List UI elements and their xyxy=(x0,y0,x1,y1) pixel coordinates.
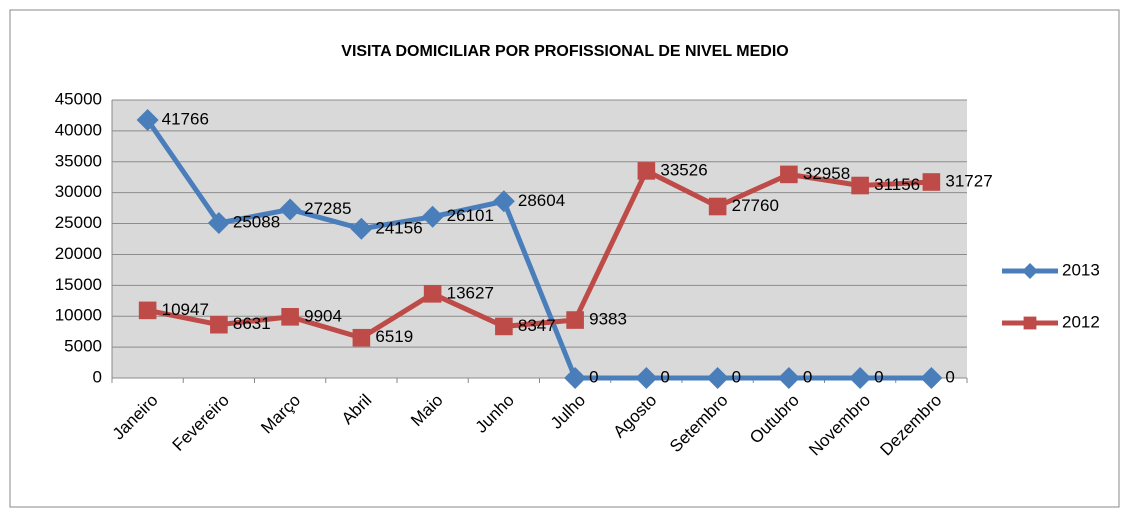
data-point xyxy=(495,317,513,336)
data-label: 0 xyxy=(874,367,883,386)
data-point xyxy=(138,301,157,320)
data-label: 31727 xyxy=(945,171,992,190)
data-label: 33526 xyxy=(660,160,707,179)
legend-label: 2012 xyxy=(1062,312,1100,331)
data-point xyxy=(922,173,941,191)
data-point xyxy=(564,367,587,389)
y-tick-label: 20000 xyxy=(55,244,102,263)
data-point xyxy=(423,285,442,303)
legend-label: 2013 xyxy=(1062,260,1100,279)
data-point xyxy=(352,328,371,347)
data-point xyxy=(708,197,727,216)
y-tick-label: 45000 xyxy=(55,89,102,108)
data-label: 0 xyxy=(660,367,669,386)
data-point xyxy=(566,311,584,329)
data-label: 28604 xyxy=(518,191,565,210)
data-label: 31156 xyxy=(874,175,920,194)
data-label: 24156 xyxy=(375,218,422,237)
data-label: 9904 xyxy=(304,306,342,325)
legend-marker xyxy=(1023,316,1037,330)
data-label: 8347 xyxy=(518,316,556,335)
y-tick-label: 25000 xyxy=(55,213,102,232)
data-point xyxy=(281,308,299,326)
data-point xyxy=(637,162,656,180)
y-tick-label: 15000 xyxy=(55,275,102,294)
data-label: 8631 xyxy=(233,314,271,333)
data-point xyxy=(421,205,444,228)
y-tick-label: 0 xyxy=(93,367,102,386)
legend-marker xyxy=(1022,263,1038,279)
data-point xyxy=(350,217,373,240)
data-label: 26101 xyxy=(447,206,494,225)
y-tick-label: 10000 xyxy=(55,306,102,325)
data-label: 25088 xyxy=(233,212,280,231)
data-point xyxy=(780,165,798,184)
data-label: 0 xyxy=(945,367,954,386)
data-point xyxy=(920,367,943,389)
data-point xyxy=(777,367,800,389)
data-point xyxy=(492,190,515,213)
data-label: 0 xyxy=(589,367,598,386)
data-label: 6519 xyxy=(375,327,413,346)
data-label: 10947 xyxy=(162,300,209,319)
data-label: 32958 xyxy=(803,164,850,183)
data-point xyxy=(706,367,729,389)
data-point xyxy=(207,212,230,235)
data-label: 0 xyxy=(803,367,812,386)
data-point xyxy=(136,108,159,131)
series-line xyxy=(145,118,932,381)
y-tick-label: 35000 xyxy=(55,151,102,170)
data-label: 41766 xyxy=(162,109,209,128)
chart-title: VISITA DOMICILIAR POR PROFISSIONAL DE NI… xyxy=(341,43,788,60)
data-label: 27760 xyxy=(732,196,779,215)
series-line xyxy=(147,168,932,341)
data-label: 13627 xyxy=(447,283,494,302)
data-point xyxy=(210,315,228,334)
y-tick-label: 30000 xyxy=(55,182,102,201)
data-point xyxy=(851,176,869,195)
data-label: 0 xyxy=(732,367,741,386)
y-tick-label: 5000 xyxy=(64,337,102,356)
plot-area xyxy=(112,100,967,378)
data-point xyxy=(635,367,658,389)
data-label: 9383 xyxy=(589,310,627,329)
y-tick-label: 40000 xyxy=(55,120,102,139)
data-point xyxy=(279,198,302,221)
data-point xyxy=(849,367,872,389)
data-label: 27285 xyxy=(304,199,351,218)
